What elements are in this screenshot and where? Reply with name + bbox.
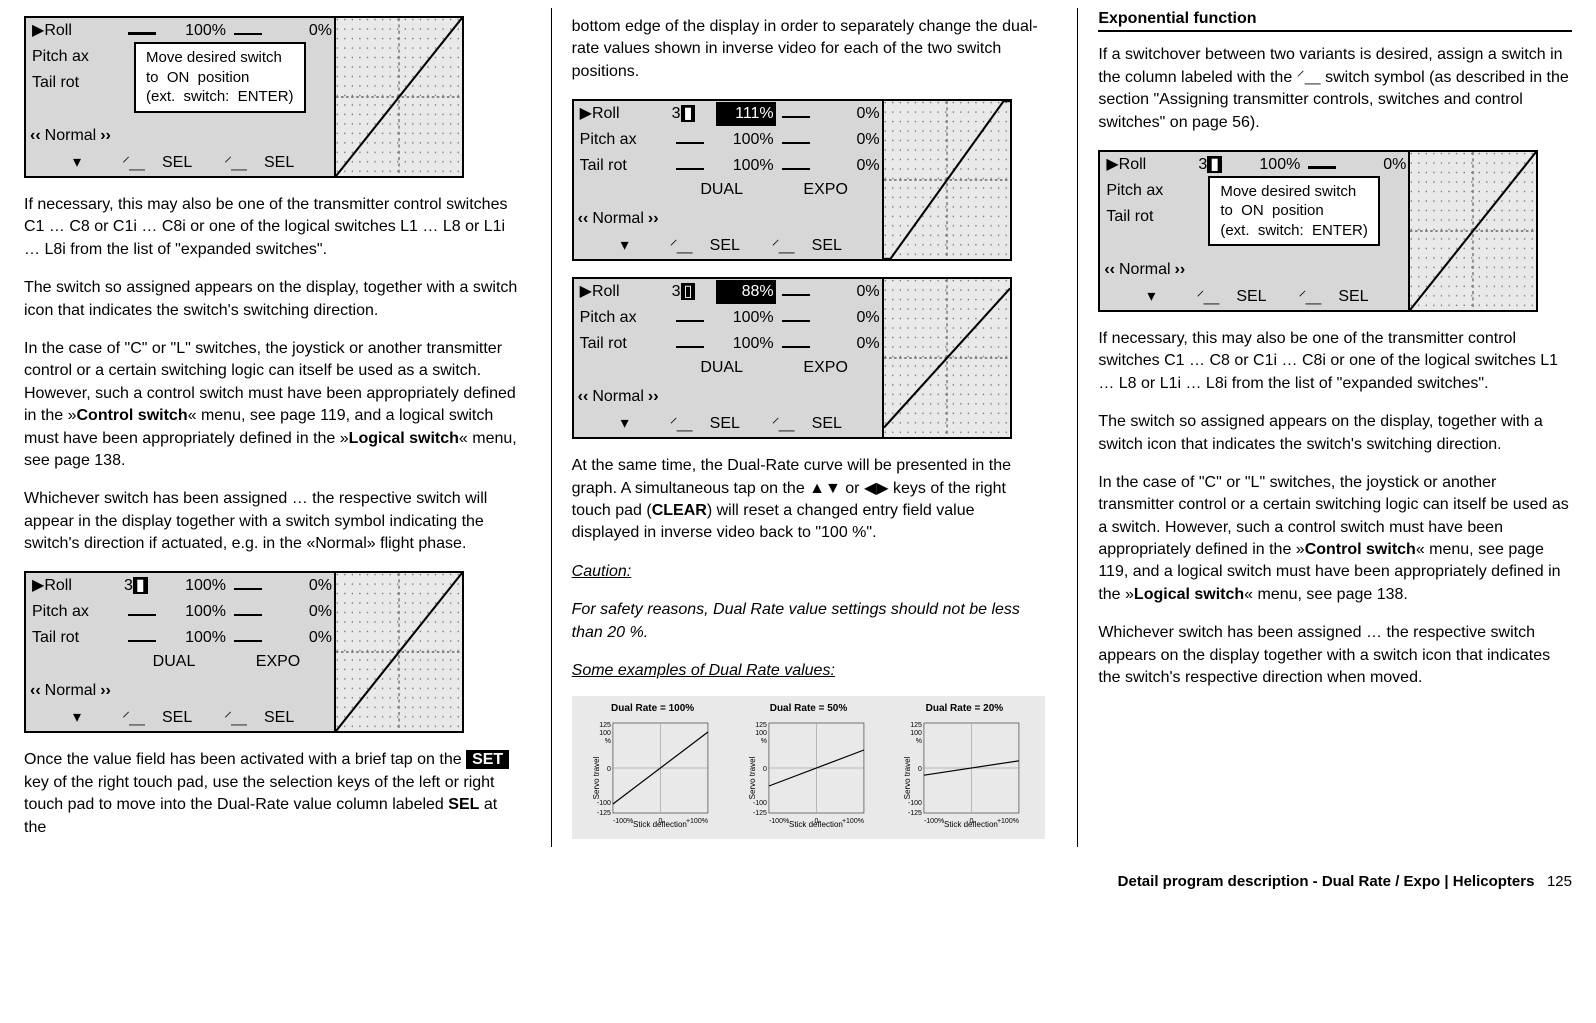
svg-text:-125: -125 [752, 810, 766, 817]
phase-name: Normal [45, 125, 97, 147]
switch-icon: ⸍⸏ [224, 152, 264, 174]
lcd-display-5: ▶Roll 3▮ 100% 0% Pitch ax Tail rot ‹‹Nor… [1098, 150, 1538, 312]
lcd-graph [336, 18, 462, 176]
row-label: ▶Roll [32, 20, 122, 42]
svg-text:Servo travel: Servo travel [592, 757, 601, 800]
body-text: In the case of "C" or "L" switches, the … [24, 338, 519, 472]
example-chart: Dual Rate = 20% Servo travel 125 100 % 0… [889, 702, 1039, 833]
body-text: bottom edge of the display in order to s… [572, 16, 1046, 83]
sw-col [230, 20, 272, 42]
example-chart: Dual Rate = 50% Servo travel 125 100 % 0… [734, 702, 884, 833]
lcd-display-4: ▶Roll 3▯ 88% 0% Pitch ax 100% 0% Tail ro… [572, 277, 1012, 439]
svg-text:+100%: +100% [841, 818, 863, 825]
examples-heading: Some examples of Dual Rate values: [572, 660, 1046, 682]
svg-text:-100%: -100% [924, 818, 944, 825]
row-label: Pitch ax [32, 601, 122, 623]
svg-text:Stick deflection: Stick deflection [633, 820, 687, 828]
svg-text:100: 100 [755, 730, 767, 737]
expo-val: 0% [274, 575, 334, 597]
svg-text:100: 100 [599, 730, 611, 737]
body-text: At the same time, the Dual-Rate curve wi… [572, 455, 1046, 545]
svg-text:0: 0 [763, 766, 767, 773]
page-footer: Detail program description - Dual Rate /… [24, 871, 1572, 892]
set-key: SET [466, 750, 509, 769]
svg-text:-125: -125 [597, 810, 611, 817]
svg-text:-100: -100 [752, 800, 766, 807]
svg-text:Servo travel: Servo travel [747, 757, 756, 800]
body-text: Once the value field has been activated … [24, 749, 519, 839]
dual-val: 100% [168, 20, 228, 42]
sw-col [230, 575, 272, 597]
svg-text:%: % [916, 738, 922, 745]
svg-text:-100: -100 [908, 800, 922, 807]
example-chart: Dual Rate = 100% Servo travel 125 100 % … [578, 702, 728, 833]
body-text: Whichever switch has been assigned … the… [24, 488, 519, 555]
body-text: If necessary, this may also be one of th… [1098, 328, 1572, 395]
down-icon: ▾ [32, 152, 122, 174]
svg-text:Servo travel: Servo travel [903, 757, 912, 800]
body-text: If necessary, this may also be one of th… [24, 194, 519, 261]
switch-icon: ⸍⸏ [122, 152, 162, 174]
svg-text:+100%: +100% [997, 818, 1019, 825]
svg-text:100: 100 [911, 730, 923, 737]
svg-text:0: 0 [607, 766, 611, 773]
sw-col: 3▮ [124, 575, 166, 597]
caution-text: For safety reasons, Dual Rate value sett… [572, 599, 1046, 644]
svg-text:0: 0 [918, 766, 922, 773]
sw-col [124, 20, 166, 42]
svg-text:125: 125 [599, 722, 611, 729]
svg-text:%: % [760, 738, 766, 745]
row-label: Tail rot [32, 72, 122, 94]
svg-text:-100%: -100% [613, 818, 633, 825]
svg-text:-125: -125 [908, 810, 922, 817]
lcd-display-1: ▶Roll 100% 0% Pitch ax Tail rot ‹‹ Norma… [24, 16, 464, 178]
examples-charts: Dual Rate = 100% Servo travel 125 100 % … [572, 696, 1046, 839]
row-label: Pitch ax [32, 46, 122, 68]
row-label: ▶Roll [32, 575, 122, 597]
svg-text:Stick deflection: Stick deflection [944, 820, 998, 828]
tooltip: Move desired switch to ON position (ext.… [1208, 176, 1380, 247]
sel-label: SEL [264, 152, 326, 174]
svg-text:-100: -100 [597, 800, 611, 807]
section-heading: Exponential function [1098, 8, 1572, 30]
svg-text:%: % [604, 738, 610, 745]
body-text: The switch so assigned appears on the di… [1098, 411, 1572, 456]
sel-label: SEL [162, 152, 224, 174]
tooltip: Move desired switch to ON position (ext.… [134, 42, 306, 113]
svg-text:Stick deflection: Stick deflection [789, 820, 843, 828]
body-text: In the case of "C" or "L" switches, the … [1098, 472, 1572, 606]
lcd-graph [336, 573, 462, 731]
col-heading: DUAL [122, 651, 226, 677]
lcd-display-3: ▶Roll 3▮ 111% 0% Pitch ax 100% 0% Tail r… [572, 99, 1012, 261]
dual-val: 100% [168, 575, 228, 597]
expo-val: 0% [274, 20, 334, 42]
svg-text:-100%: -100% [768, 818, 788, 825]
phase-left-icon: ‹‹ [30, 125, 41, 147]
body-text: The switch so assigned appears on the di… [24, 277, 519, 322]
svg-text:125: 125 [755, 722, 767, 729]
svg-text:125: 125 [911, 722, 923, 729]
body-text: Whichever switch has been assigned … the… [1098, 622, 1572, 689]
body-text: If a switchover between two variants is … [1098, 44, 1572, 134]
phase-right-icon: ›› [100, 125, 111, 147]
row-label: Tail rot [32, 627, 122, 649]
hr [1098, 30, 1572, 32]
caution-heading: Caution: [572, 561, 1046, 583]
svg-text:+100%: +100% [686, 818, 708, 825]
col-heading: EXPO [226, 651, 330, 677]
lcd-display-2: ▶Roll 3▮ 100% 0% Pitch ax 100% 0% Tail r… [24, 571, 464, 733]
